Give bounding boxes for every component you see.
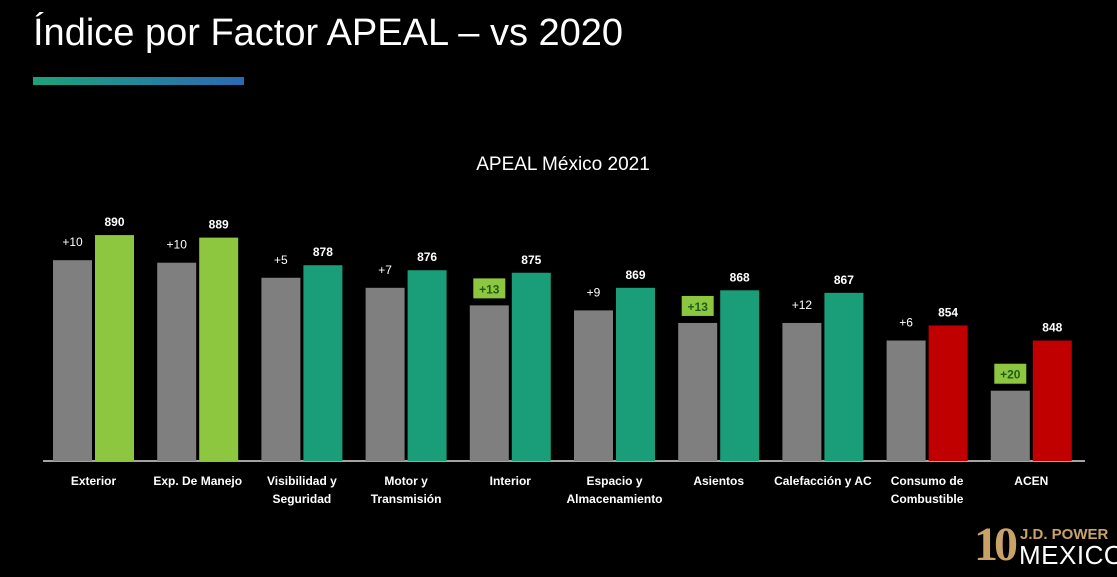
logo-brand: J.D. POWER bbox=[1020, 526, 1109, 543]
bar-2021 bbox=[928, 325, 968, 461]
change-label: +13 bbox=[479, 282, 500, 296]
value-label: 868 bbox=[730, 270, 750, 284]
bar-2021 bbox=[616, 287, 655, 461]
bar-2020 bbox=[990, 390, 1030, 461]
bar-2021 bbox=[1032, 340, 1072, 461]
logo-country: MEXICO bbox=[1019, 540, 1117, 570]
change-label: +9 bbox=[587, 285, 601, 299]
bar-2020 bbox=[53, 260, 92, 461]
value-label: 875 bbox=[521, 253, 541, 267]
bar-2020 bbox=[574, 310, 613, 461]
bar-2020 bbox=[261, 277, 301, 461]
bar-2020 bbox=[365, 287, 405, 461]
change-label: +6 bbox=[899, 316, 913, 330]
change-label: +5 bbox=[274, 253, 288, 267]
change-label: +13 bbox=[688, 300, 709, 314]
change-label: +7 bbox=[378, 263, 392, 277]
change-label: +20 bbox=[1000, 368, 1021, 382]
category-label: Consumo de Combustible bbox=[891, 474, 964, 506]
value-label: 890 bbox=[104, 215, 124, 229]
value-label: 854 bbox=[938, 305, 958, 319]
category-label: Motor y Transmisión bbox=[371, 474, 442, 506]
logo-number: 10 bbox=[974, 518, 1018, 571]
bar-2021 bbox=[199, 237, 239, 461]
bar-2020 bbox=[886, 340, 926, 461]
value-label: 876 bbox=[417, 250, 437, 264]
value-label: 848 bbox=[1042, 321, 1062, 335]
value-label: 889 bbox=[209, 218, 229, 232]
title-accent-bar bbox=[33, 77, 244, 85]
category-label: Espacio y Almacenamiento bbox=[566, 474, 662, 506]
value-label: 878 bbox=[313, 245, 333, 259]
page-title: Índice por Factor APEAL – vs 2020 bbox=[33, 12, 624, 54]
bar-2021 bbox=[303, 265, 343, 461]
category-label: Calefacción y AC bbox=[774, 474, 872, 488]
category-label: Visibilidad y Seguridad bbox=[267, 474, 337, 506]
bar-2020 bbox=[782, 322, 822, 461]
category-label: ACEN bbox=[1014, 474, 1048, 488]
bar-2020 bbox=[157, 262, 197, 461]
category-label: Exterior bbox=[71, 474, 117, 488]
bar-2021 bbox=[407, 270, 447, 461]
value-label: 869 bbox=[625, 268, 645, 282]
change-highlight-box bbox=[681, 295, 714, 316]
bar-2020 bbox=[678, 322, 718, 461]
bar-2020 bbox=[469, 305, 509, 461]
change-highlight-box bbox=[994, 363, 1027, 384]
category-label: Asientos bbox=[693, 474, 744, 488]
jd-power-mexico-logo: 10 J.D. POWER MEXICO bbox=[974, 519, 1117, 571]
bar-2021 bbox=[511, 272, 551, 461]
bar-2021 bbox=[720, 290, 760, 461]
value-label: 867 bbox=[834, 273, 854, 287]
change-highlight-box bbox=[473, 278, 506, 299]
category-label: Interior bbox=[490, 474, 532, 488]
chart-title: APEAL México 2021 bbox=[476, 154, 650, 175]
change-label: +12 bbox=[792, 298, 813, 312]
bar-2021 bbox=[824, 292, 864, 461]
category-label: Exp. De Manejo bbox=[153, 474, 242, 488]
bar-2021 bbox=[95, 235, 134, 461]
change-label: +10 bbox=[167, 238, 188, 252]
change-label: +10 bbox=[62, 235, 83, 249]
